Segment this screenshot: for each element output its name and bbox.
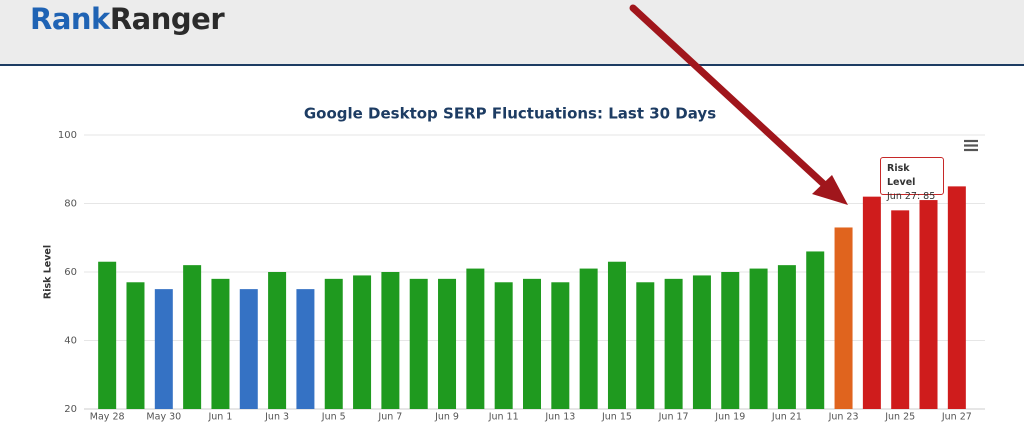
bar [381,272,400,409]
tooltip-text: Jun 27: 85 [887,191,936,202]
tooltip: Risk Level Jun 27: 85 [880,157,944,202]
bar [154,289,173,409]
bar [494,282,513,409]
y-tick-label: 80 [64,199,77,210]
bar [806,251,825,409]
x-tick-label: Jun 25 [884,412,915,423]
logo-ranger: Ranger [109,2,225,36]
header: RankRanger [0,0,1024,66]
x-tick-label: Jun 19 [714,412,745,423]
y-tick-label: 20 [64,404,77,415]
bar [891,210,910,409]
y-tick-label: 100 [58,130,77,141]
x-tick-label: May 30 [146,412,181,423]
x-tick-label: Jun 13 [544,412,575,423]
bar [409,278,428,409]
x-tick-label: Jun 3 [264,412,289,423]
bar [749,268,768,409]
x-tick-label: Jun 17 [658,412,689,423]
bar [466,268,485,409]
y-tick-label: 40 [64,336,77,347]
bar [777,265,796,409]
x-tick-label: Jun 15 [601,412,632,423]
bar [438,278,457,409]
x-tick-label: Jun 1 [207,412,232,423]
bar [268,272,287,409]
x-tick-label: Jun 9 [434,412,459,423]
bar [296,289,315,409]
bar [126,282,145,409]
x-tick-label: Jun 5 [321,412,346,423]
bar [692,275,711,409]
x-tick-label: Jun 11 [488,412,519,423]
bar [211,278,230,409]
x-tick-label: Jun 21 [771,412,802,423]
bar [664,278,683,409]
tooltip-title: Risk Level [887,163,916,188]
x-tick-label: Jun 27 [941,412,972,423]
bar [579,268,598,409]
bar [98,261,117,409]
logo[interactable]: RankRanger [30,2,225,36]
chart-title: Google Desktop SERP Fluctuations: Last 3… [304,105,716,123]
bar [551,282,570,409]
x-tick-label: May 28 [90,412,125,423]
x-tick-label: Jun 23 [828,412,859,423]
bar [834,227,853,409]
bar [353,275,372,409]
bar [183,265,202,409]
bar [636,282,655,409]
x-tick-label: Jun 7 [377,412,402,423]
bar [919,200,938,409]
menu-icon[interactable] [964,139,978,152]
logo-rank: Rank [30,2,110,36]
y-tick-label: 60 [64,267,77,278]
y-axis-label: Risk Level [43,245,54,299]
bar [239,289,258,409]
bar [862,196,881,409]
bar [324,278,343,409]
bar [721,272,740,409]
bar [947,186,966,409]
bar [607,261,626,409]
bar [523,278,541,409]
